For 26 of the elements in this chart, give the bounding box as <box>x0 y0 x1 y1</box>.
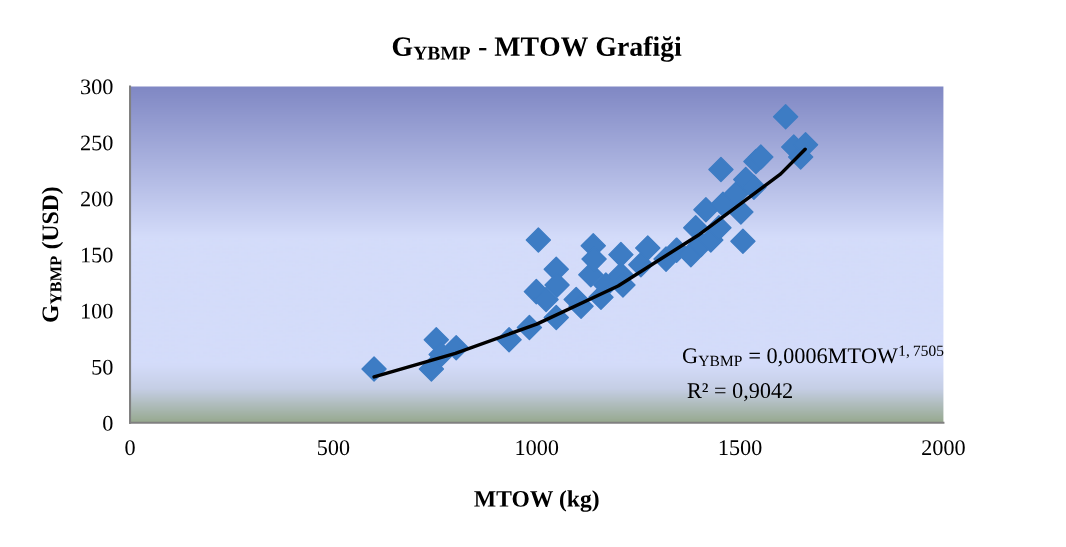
y-tick-label: 300 <box>81 79 113 95</box>
y-tick-label: 100 <box>82 303 113 319</box>
annotation: R² = 0,9042 <box>687 383 792 402</box>
y-axis-title: G$_{YBMP}$ (USD) <box>41 187 64 322</box>
y-tick-label: 200 <box>81 191 113 207</box>
y-tick-label: 150 <box>82 247 113 263</box>
x-tick-label: 0 <box>125 440 135 456</box>
x-axis-title: MTOW (kg) <box>474 490 599 512</box>
y-tick-label: 250 <box>81 135 113 151</box>
point <box>708 156 734 183</box>
x-tick-label: 1000 <box>516 440 559 456</box>
x-tick-label: 2000 <box>922 440 965 456</box>
point <box>748 144 774 170</box>
point <box>525 227 552 253</box>
point <box>635 235 661 261</box>
chart-title: G$_{YBMP}$ - MTOW Grafiği <box>392 36 682 62</box>
point <box>608 241 634 268</box>
y-tick-label: 50 <box>92 359 113 375</box>
point <box>772 103 799 130</box>
y-tick-label: 0 <box>103 415 113 431</box>
point <box>730 228 756 254</box>
point <box>361 356 387 382</box>
x-tick-label: 500 <box>318 440 350 456</box>
annotation: G$_{YBMP}$ = 0,0006MTOW$^{1,7505}$ <box>682 345 944 367</box>
x-tick-label: 1500 <box>719 440 762 456</box>
point <box>693 197 719 223</box>
